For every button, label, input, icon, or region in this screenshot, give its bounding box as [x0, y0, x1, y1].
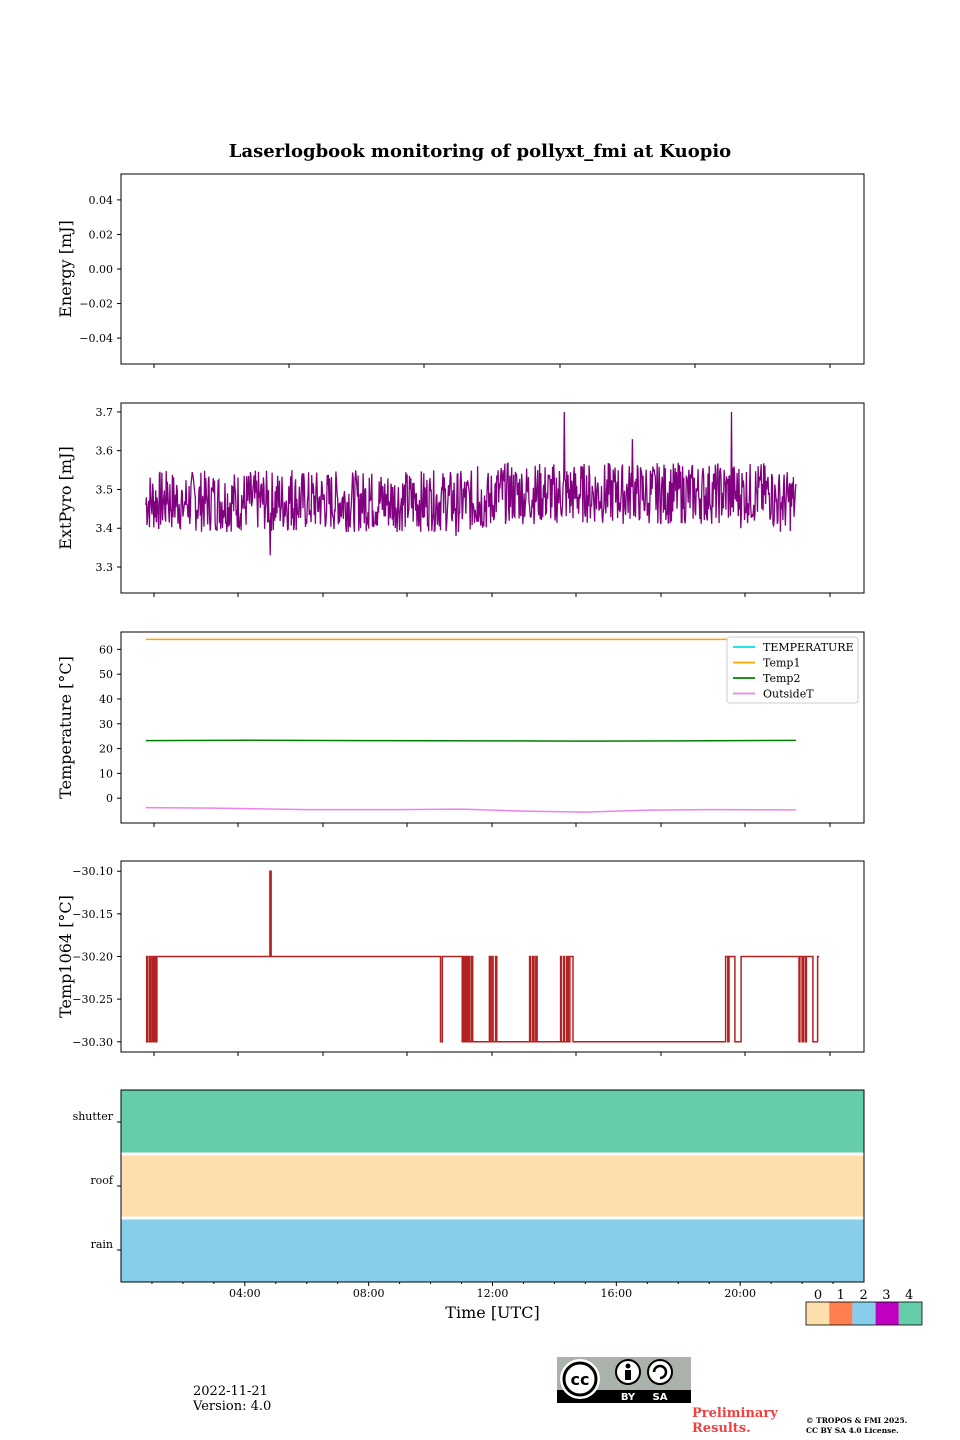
cc-text: cc — [571, 1370, 590, 1389]
y-tick-label: 3.3 — [96, 561, 114, 574]
colorbar-swatch-2 — [852, 1302, 876, 1325]
legend-label-temp2: Temp2 — [763, 672, 800, 685]
y-tick-label: 30 — [99, 718, 113, 731]
y-tick-label: 20 — [99, 743, 113, 756]
x-tick-label: 20:00 — [724, 1287, 756, 1300]
x-tick-label: 16:00 — [600, 1287, 632, 1300]
y-tick-label: 10 — [99, 767, 113, 780]
cc-icon — [560, 1359, 600, 1399]
panel-1: 0.04 0.02 0.00 −0.02 −0.04 Energy [mJ] — [56, 173, 865, 368]
y-tick-label: −30.10 — [72, 865, 113, 878]
y-tick-label: 0.00 — [89, 263, 114, 276]
panel-5: shutter roof rain 04:00 08:00 12:00 16:00 20:00… — [73, 1089, 865, 1322]
cc-license-badge: cc BY SA — [557, 1357, 691, 1403]
y-axis-label: Temp1064 [°C] — [56, 895, 75, 1018]
status-row-roof — [121, 1155, 864, 1217]
colorbar-tick-label: 4 — [905, 1288, 913, 1303]
y-axis-label: Temperature [°C] — [56, 656, 75, 799]
y-tick-label: 60 — [99, 643, 113, 656]
legend: TEMPERATURE Temp1 Temp2 OutsideT — [726, 636, 859, 704]
row-label-roof: roof — [90, 1174, 114, 1187]
y-tick-label: 50 — [99, 668, 113, 681]
row-label-shutter: shutter — [73, 1110, 114, 1123]
y-tick-label: −30.25 — [72, 993, 113, 1006]
row-label-rain: rain — [91, 1238, 113, 1251]
legend-label-outsidet: OutsideT — [763, 688, 814, 701]
colorbar-swatch-0 — [806, 1302, 830, 1325]
y-tick-label: −0.02 — [79, 298, 113, 311]
y-tick-label: 3.7 — [96, 406, 114, 419]
y-tick-label: 0.02 — [89, 228, 114, 241]
colorbar-swatch-4 — [898, 1302, 922, 1325]
legend-label-temp1: Temp1 — [763, 657, 800, 670]
preliminary-note: Preliminary Results. — [692, 1406, 778, 1436]
legend-box — [726, 636, 859, 704]
series-line-extpyro — [145, 411, 797, 556]
y-tick-label: 3.6 — [96, 445, 114, 458]
panel-4: −30.10 −30.15 −30.20 −30.25 −30.30 Temp1064 [… — [56, 860, 865, 1056]
x-tick-label: 08:00 — [353, 1287, 385, 1300]
date-version-block: 2022-11-21 Version: 4.0 — [193, 1384, 271, 1414]
colorbar-swatch-3 — [875, 1302, 899, 1325]
x-tick-label: 12:00 — [477, 1287, 509, 1300]
y-tick-label: −30.20 — [72, 951, 113, 964]
panel-frame — [120, 173, 865, 365]
copyright-line-2: CC BY SA 4.0 License. — [806, 1426, 899, 1435]
colorbar-tick-label: 3 — [882, 1288, 890, 1303]
y-tick-label: 3.4 — [96, 522, 114, 535]
copyright-line-1: © TROPOS & FMI 2025. — [806, 1416, 908, 1425]
sa-label: SA — [653, 1392, 668, 1403]
status-row-shutter — [121, 1090, 864, 1153]
colorbar-tick-label: 0 — [814, 1288, 822, 1303]
preliminary-line-1: Preliminary — [692, 1406, 778, 1421]
colorbar-tick-label: 2 — [859, 1288, 867, 1303]
y-tick-label: 0 — [106, 792, 113, 805]
y-axis-label: ExtPyro [mJ] — [56, 446, 75, 549]
status-row-rain — [121, 1219, 864, 1282]
colorbar-tick-label: 1 — [837, 1288, 845, 1303]
y-tick-label: 0.04 — [89, 194, 114, 207]
version-label: Version: 4.0 — [193, 1399, 272, 1414]
y-tick-label: 3.5 — [96, 483, 114, 496]
preliminary-line-2: Results. — [692, 1421, 751, 1436]
series-line-outsidet — [145, 806, 796, 813]
y-tick-label: −30.15 — [72, 908, 113, 921]
panel-2: 3.7 3.6 3.5 3.4 3.3 ExtPyro [mJ] — [56, 402, 865, 597]
by-label: BY — [621, 1392, 636, 1403]
date-label: 2022-11-21 — [193, 1384, 268, 1399]
y-tick-label: −30.30 — [72, 1036, 113, 1049]
colorbar-swatch-1 — [829, 1302, 853, 1325]
y-axis-label: Energy [mJ] — [56, 220, 75, 318]
page-title: Laserlogbook monitoring of pollyxt_fmi a… — [228, 141, 732, 162]
legend-label-temperature: TEMPERATURE — [763, 641, 854, 654]
x-axis-label: Time [UTC] — [445, 1303, 539, 1322]
series-line-temp2 — [145, 739, 796, 742]
colorbar-frame — [805, 1301, 923, 1326]
sa-icon — [647, 1359, 673, 1385]
copyright-note: © TROPOS & FMI 2025. CC BY SA 4.0 Licens… — [806, 1416, 907, 1436]
x-tick-label: 04:00 — [229, 1287, 261, 1300]
y-tick-label: 40 — [99, 693, 113, 706]
y-tick-label: −0.04 — [79, 332, 113, 345]
panel-3: 60 50 40 30 20 10 0 Temperature [°C] TEMPERATURE… — [56, 631, 865, 827]
series-line-temp1064 — [145, 870, 820, 1043]
